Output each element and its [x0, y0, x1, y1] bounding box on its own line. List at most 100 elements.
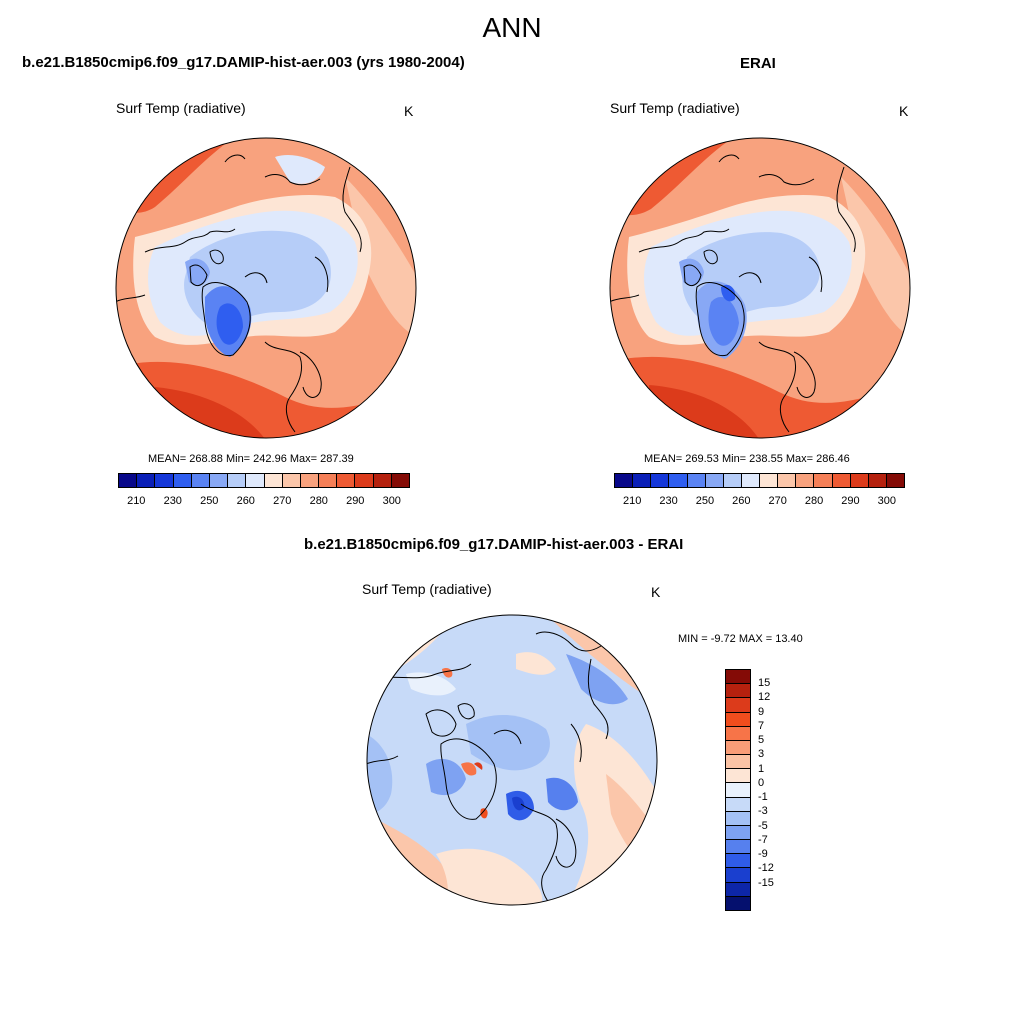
colorbar-swatch [390, 474, 409, 487]
colorbar-swatch [726, 895, 750, 910]
colorbar-swatch [136, 474, 155, 487]
colorbar-swatch [726, 796, 750, 811]
colorbar-swatch [704, 474, 723, 487]
colorbar-swatch [726, 697, 750, 712]
colorbar-swatch [726, 824, 750, 840]
colorbar-swatch [726, 853, 750, 868]
obs-colorbar [614, 473, 905, 488]
colorbar-swatch [726, 711, 750, 726]
colorbar-swatch [885, 474, 904, 487]
colorbar-swatch [849, 474, 868, 487]
colorbar-swatch [650, 474, 669, 487]
season-title: ANN [482, 12, 542, 43]
colorbar-swatch [726, 683, 750, 698]
colorbar-tick-label: 230 [659, 495, 678, 507]
colorbar-swatch [208, 474, 228, 487]
colorbar-swatch [318, 474, 337, 487]
colorbar-tick-label: 210 [623, 495, 642, 507]
colorbar-swatch [726, 881, 750, 896]
colorbar-tick-label: 230 [163, 495, 182, 507]
colorbar-swatch [686, 474, 705, 487]
colorbar-tick-label: 210 [127, 495, 146, 507]
colorbar-swatch [726, 739, 750, 755]
colorbar-tick-label: 12 [758, 691, 771, 704]
colorbar-swatch [867, 474, 886, 487]
model-stats: MEAN= 268.88 Min= 242.96 Max= 287.39 [148, 453, 354, 465]
colorbar-swatch [336, 474, 355, 487]
obs-stats: MEAN= 269.53 Min= 238.55 Max= 286.46 [644, 453, 850, 465]
colorbar-swatch [190, 474, 209, 487]
colorbar-swatch [172, 474, 191, 487]
colorbar-swatch [227, 474, 246, 487]
obs-panel-title: ERAI [740, 55, 776, 72]
diff-polar-map [366, 614, 658, 906]
diff-variable-label: Surf Temp (radiative) [362, 581, 492, 597]
model-colorbar [118, 473, 410, 488]
colorbar-tick-label: 280 [309, 495, 328, 507]
colorbar-swatch [759, 474, 778, 487]
colorbar-tick-label: 0 [758, 776, 765, 789]
colorbar-tick-label: 270 [273, 495, 292, 507]
colorbar-swatch [726, 867, 750, 882]
colorbar-tick-label: 7 [758, 719, 765, 732]
colorbar-swatch [299, 474, 319, 487]
colorbar-tick-label: 5 [758, 734, 765, 747]
colorbar-tick-label: -3 [758, 805, 768, 818]
model-units-label: K [404, 103, 414, 119]
model-colorbar-ticks: 210 230 250 260 270 280 290 300 [118, 495, 410, 509]
colorbar-tick-label: -1 [758, 791, 768, 804]
colorbar-swatch [263, 474, 282, 487]
colorbar-tick-label: 300 [382, 495, 401, 507]
diff-colorbar-ticks: 15 12 9 7 5 3 1 0 -1 -3 -5 -7 -9 -12 -15 [758, 669, 798, 911]
colorbar-tick-label: 9 [758, 705, 765, 718]
colorbar-tick-label: 280 [804, 495, 824, 507]
colorbar-tick-label: -5 [758, 819, 768, 832]
diff-stats: MIN = -9.72 MAX = 13.40 [678, 633, 803, 645]
obs-polar-map [609, 137, 911, 439]
model-variable-label: Surf Temp (radiative) [116, 100, 246, 116]
colorbar-tick-label: 15 [758, 677, 771, 690]
diff-units-label: K [651, 584, 661, 600]
colorbar-tick-label: 250 [200, 495, 219, 507]
colorbar-tick-label: -7 [758, 833, 768, 846]
colorbar-swatch [372, 474, 391, 487]
colorbar-swatch [668, 474, 687, 487]
diff-panel-title: b.e21.B1850cmip6.f09_g17.DAMIP-hist-aer.… [304, 536, 684, 553]
colorbar-swatch [154, 474, 173, 487]
colorbar-tick-label: -9 [758, 848, 768, 861]
colorbar-swatch [795, 474, 814, 487]
colorbar-swatch [119, 474, 137, 487]
colorbar-tick-label: -15 [758, 876, 774, 889]
colorbar-swatch [740, 474, 759, 487]
colorbar-swatch [726, 768, 750, 783]
colorbar-tick-label: 260 [732, 495, 751, 507]
colorbar-tick-label: 1 [758, 762, 765, 775]
colorbar-swatch [632, 474, 651, 487]
colorbar-swatch [726, 810, 750, 825]
colorbar-tick-label: 290 [346, 495, 365, 507]
colorbar-swatch [831, 474, 850, 487]
colorbar-swatch [615, 474, 633, 487]
colorbar-swatch [354, 474, 373, 487]
colorbar-tick-label: 270 [768, 495, 787, 507]
colorbar-swatch [726, 839, 750, 854]
obs-units-label: K [899, 103, 909, 119]
obs-colorbar-ticks: 210 230 250 260 270 280 290 300 [614, 495, 905, 509]
colorbar-tick-label: 300 [877, 495, 896, 507]
colorbar-swatch [777, 474, 796, 487]
colorbar-swatch [722, 474, 741, 487]
colorbar-swatch [726, 754, 750, 769]
colorbar-tick-label: 250 [695, 495, 715, 507]
colorbar-swatch [245, 474, 264, 487]
colorbar-tick-label: 290 [841, 495, 860, 507]
colorbar-swatch [726, 725, 750, 740]
colorbar-swatch [726, 670, 750, 684]
colorbar-swatch [281, 474, 300, 487]
diff-colorbar [725, 669, 751, 911]
model-panel-title: b.e21.B1850cmip6.f09_g17.DAMIP-hist-aer.… [22, 54, 465, 71]
colorbar-swatch [813, 474, 832, 487]
colorbar-tick-label: 3 [758, 748, 765, 761]
model-polar-map [115, 137, 417, 439]
colorbar-swatch [726, 782, 750, 797]
colorbar-tick-label: -12 [758, 862, 774, 875]
